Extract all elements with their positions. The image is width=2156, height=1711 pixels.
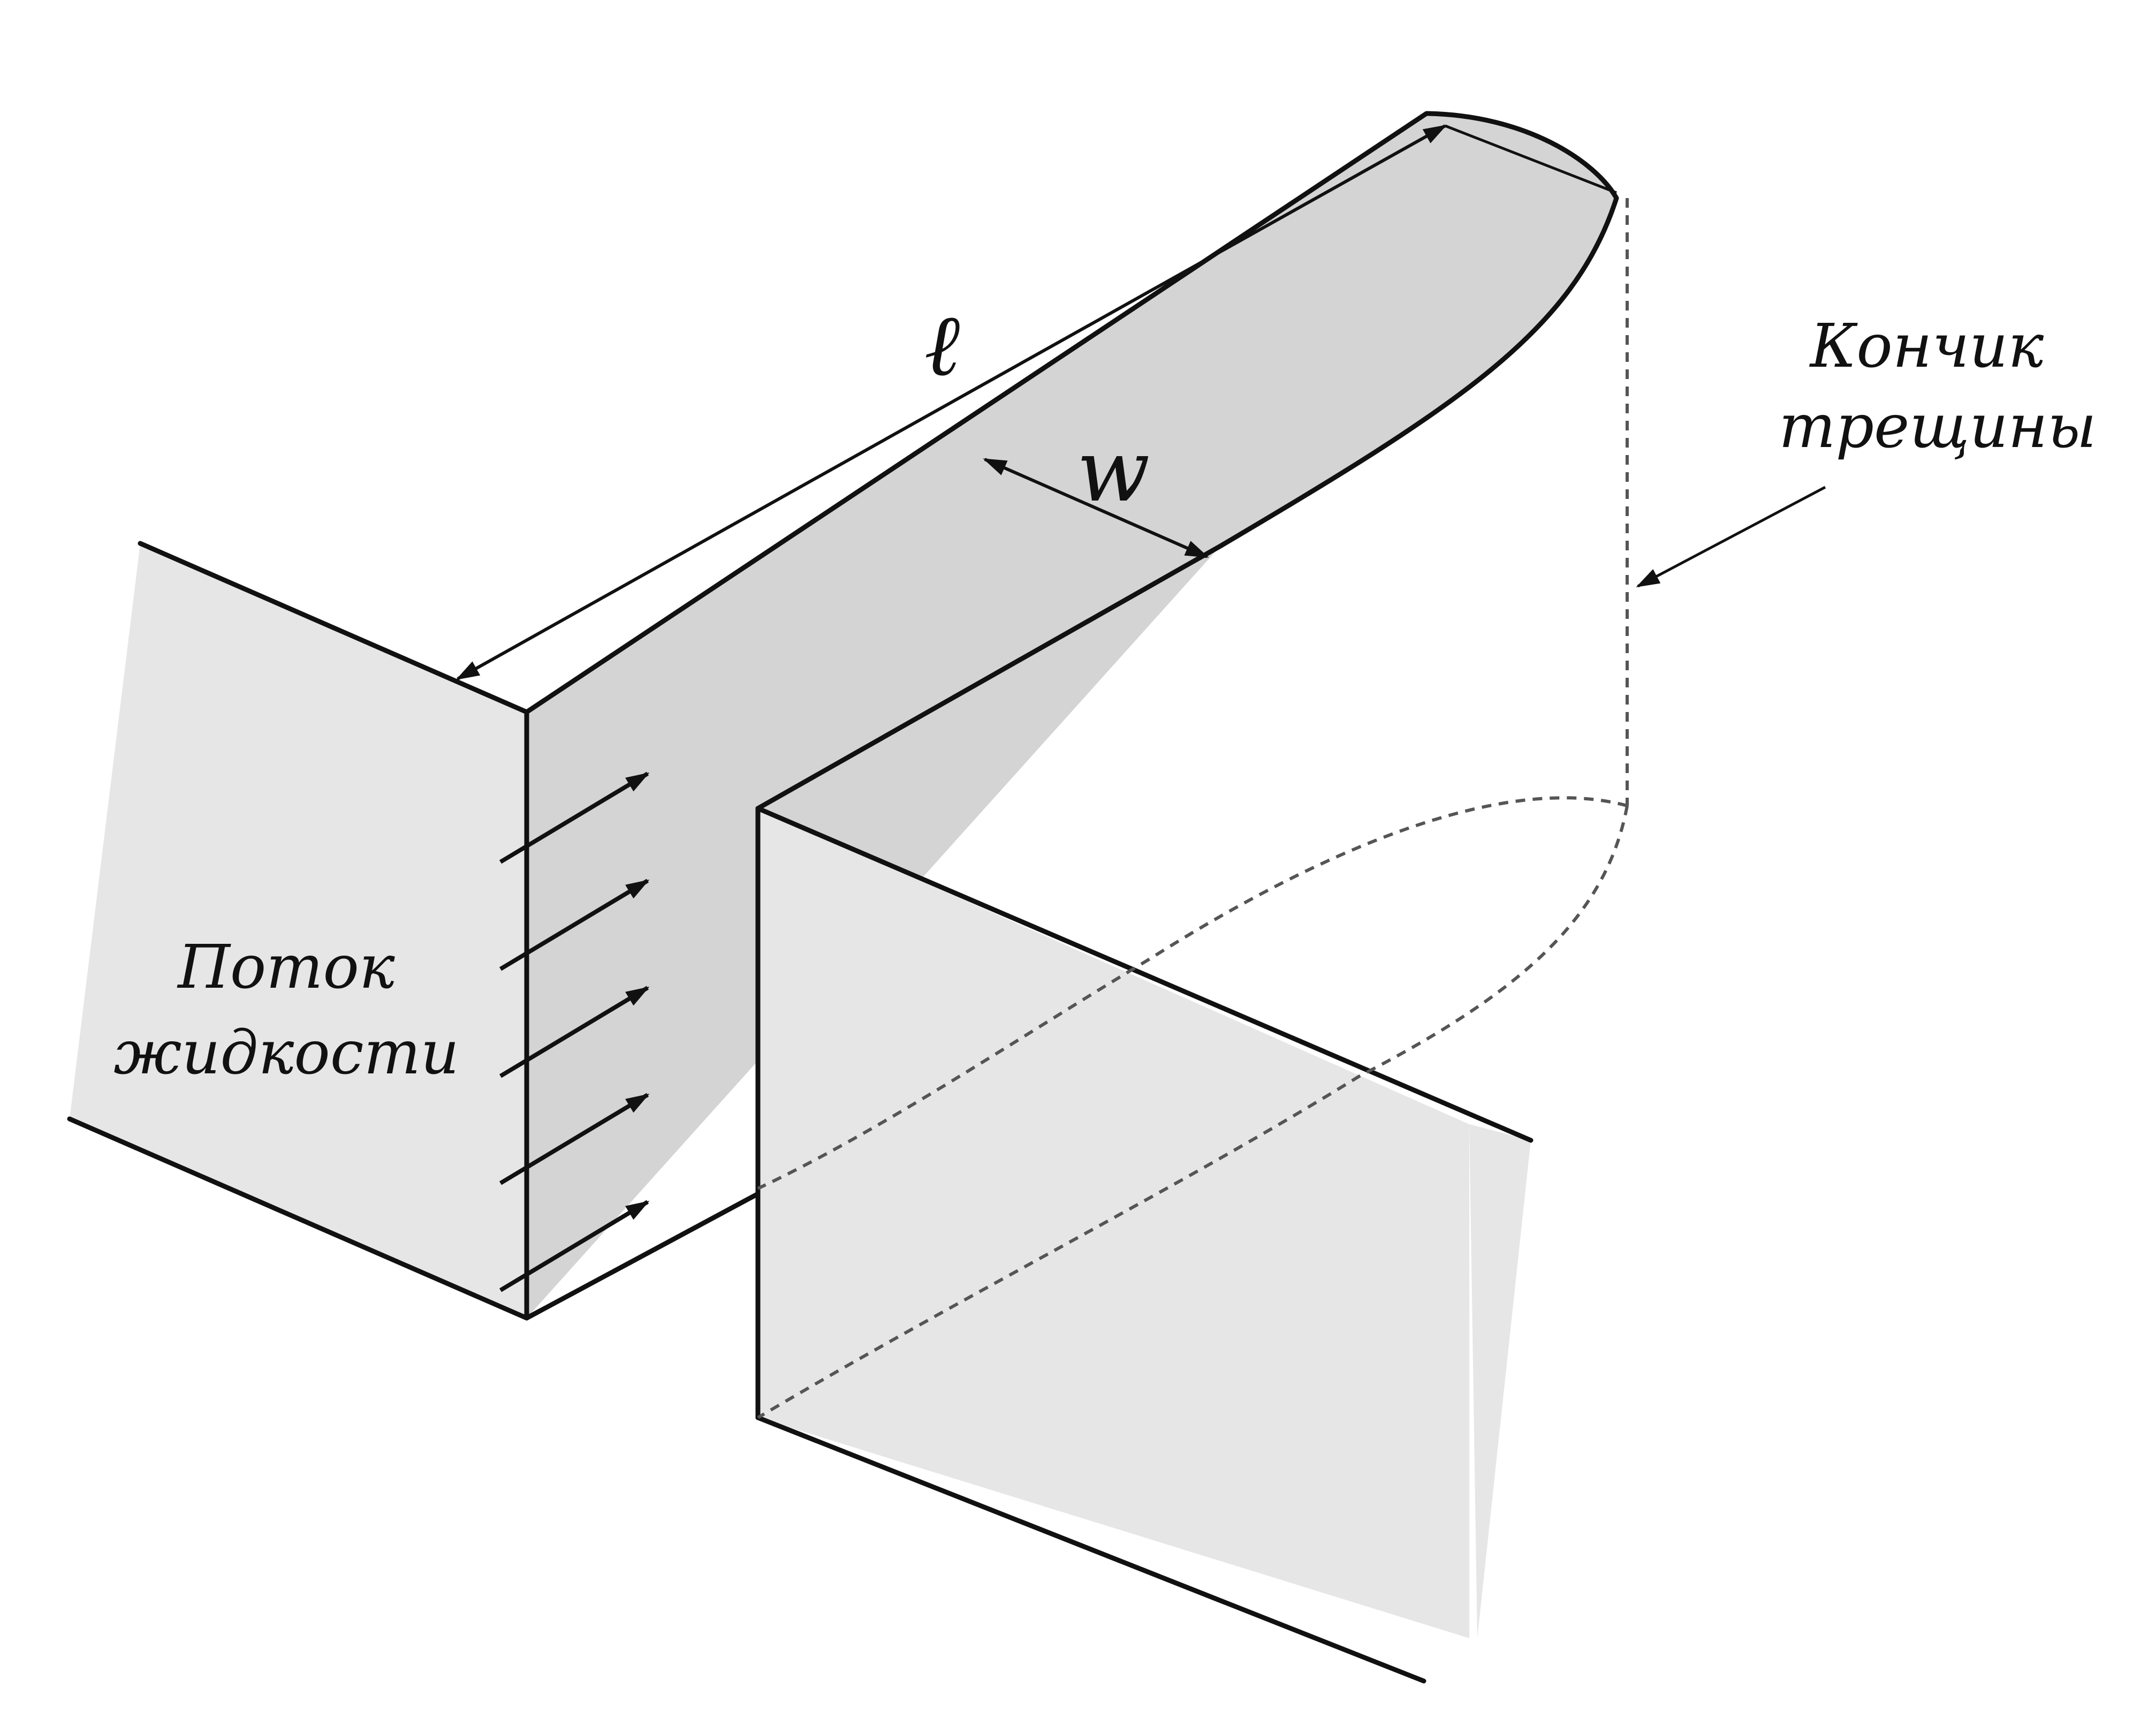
flow-arrows bbox=[499, 771, 650, 1292]
hidden-contours bbox=[757, 198, 1629, 1419]
left-wall-panel bbox=[70, 543, 527, 1318]
width-dimension-arrow bbox=[983, 458, 1209, 558]
fluid-flow-label-line2: жидкости bbox=[113, 1018, 459, 1088]
length-extension-line bbox=[1445, 124, 1617, 194]
front-panel-bottom-edge bbox=[755, 1415, 1426, 1684]
crack-tip-label-line2: трещины bbox=[1779, 392, 2096, 461]
left-wall-top-edge bbox=[138, 541, 529, 715]
flow-arrow bbox=[499, 986, 650, 1078]
tip-pointer-arrow bbox=[1636, 486, 1826, 588]
front-right-panel bbox=[758, 808, 1469, 1638]
fluid-flow-label-line1: Поток bbox=[177, 933, 395, 1002]
length-dimension-arrow bbox=[456, 124, 1447, 680]
flow-arrow bbox=[499, 1093, 650, 1185]
flow-arrow bbox=[499, 1200, 650, 1292]
flow-arrow bbox=[499, 771, 650, 864]
hidden-upper-contour bbox=[757, 796, 1628, 1190]
flow-arrow bbox=[499, 879, 650, 971]
width-label: w bbox=[1077, 421, 1150, 521]
length-label: ℓ bbox=[924, 295, 960, 395]
right-panel-lower bbox=[1469, 1124, 1531, 1638]
crack-floor-edge bbox=[524, 1191, 761, 1321]
crack-tip-label-line1: Кончик bbox=[1809, 312, 2044, 381]
front-panel-top-edge bbox=[755, 806, 1534, 1143]
left-wall-bottom-edge bbox=[67, 1116, 529, 1321]
hidden-lower-contour bbox=[757, 805, 1629, 1419]
